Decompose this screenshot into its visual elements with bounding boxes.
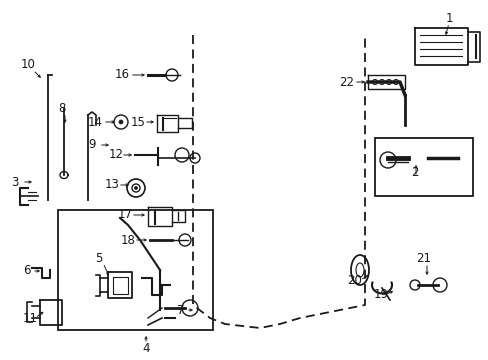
Text: 9: 9 <box>88 139 96 152</box>
Text: 17: 17 <box>117 208 132 221</box>
Text: 8: 8 <box>58 102 65 114</box>
Text: 12: 12 <box>108 148 123 162</box>
Text: 18: 18 <box>121 234 135 247</box>
Text: 1: 1 <box>445 12 452 24</box>
Text: 13: 13 <box>104 179 119 192</box>
Text: 21: 21 <box>416 252 430 265</box>
Text: 7: 7 <box>177 303 184 316</box>
Text: 5: 5 <box>95 252 102 265</box>
Text: 3: 3 <box>11 175 19 189</box>
Text: 19: 19 <box>373 288 387 302</box>
Text: 16: 16 <box>114 68 129 81</box>
Bar <box>58 210 213 330</box>
Text: 2: 2 <box>410 166 418 179</box>
Text: 6: 6 <box>23 265 31 278</box>
Bar <box>374 138 472 196</box>
Circle shape <box>119 120 123 124</box>
Text: 15: 15 <box>130 116 145 129</box>
Text: 14: 14 <box>87 116 102 129</box>
Text: 4: 4 <box>142 342 149 355</box>
Text: 11: 11 <box>22 311 38 324</box>
Circle shape <box>422 153 432 163</box>
Text: 10: 10 <box>20 58 35 72</box>
Circle shape <box>134 186 137 189</box>
Text: 20: 20 <box>347 274 362 287</box>
Text: 22: 22 <box>339 76 354 89</box>
